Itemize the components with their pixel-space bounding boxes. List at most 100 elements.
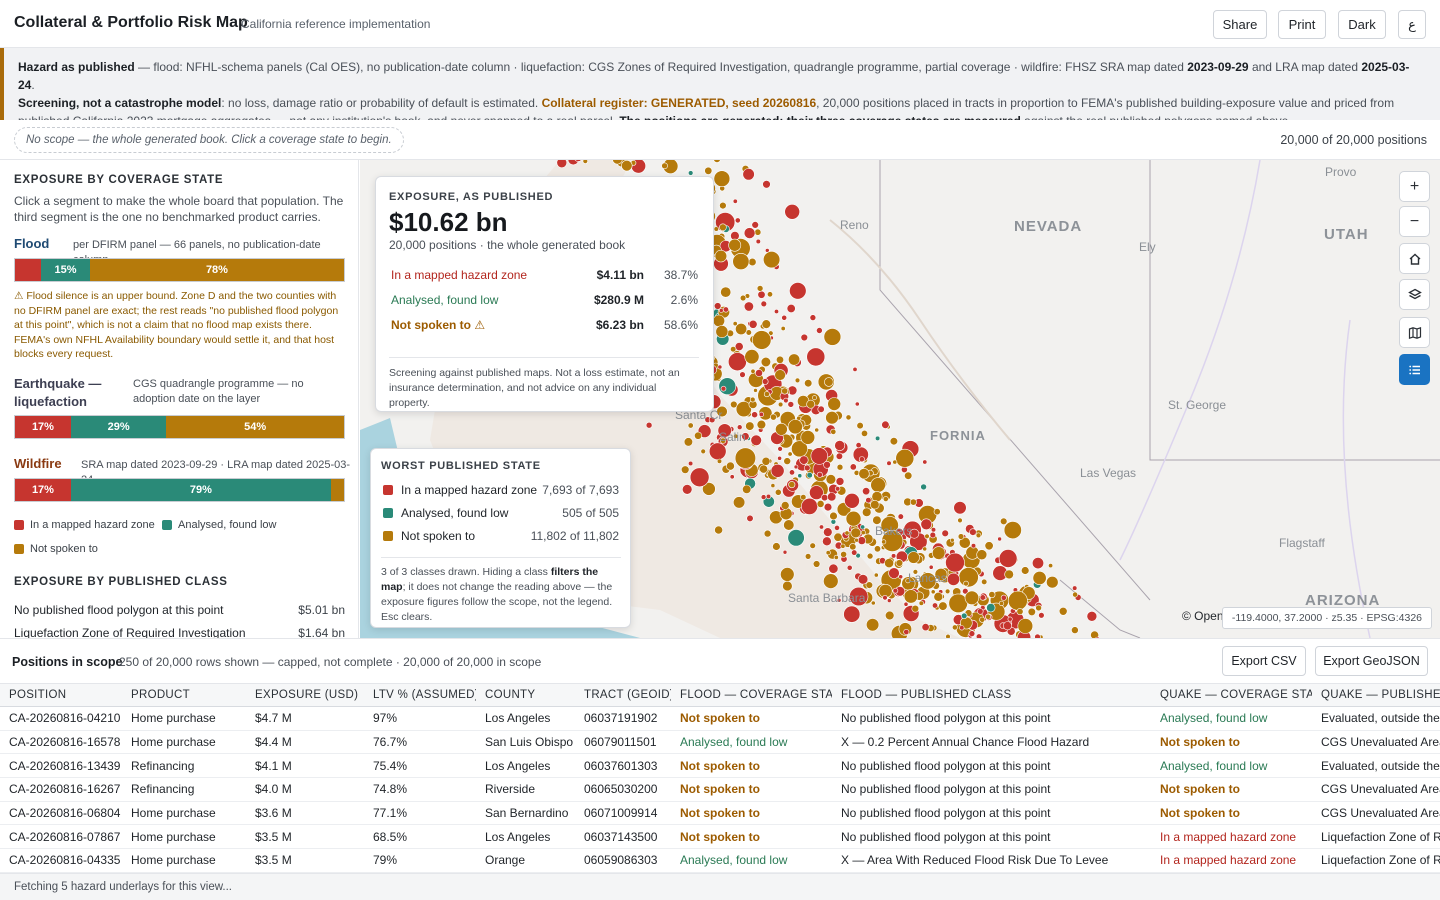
- position-marker[interactable]: [829, 511, 838, 521]
- position-marker[interactable]: [969, 528, 977, 536]
- position-marker[interactable]: [964, 590, 980, 605]
- position-marker[interactable]: [833, 554, 839, 560]
- position-marker[interactable]: [763, 391, 770, 398]
- position-marker[interactable]: [720, 437, 727, 444]
- table-row[interactable]: CA-20260816-13439 Refinancing $4.1 M 75.4% L…: [0, 753, 1440, 779]
- position-marker[interactable]: [816, 499, 825, 508]
- position-marker[interactable]: [823, 328, 842, 346]
- position-marker[interactable]: [756, 419, 767, 430]
- position-marker[interactable]: [1007, 616, 1013, 622]
- position-marker[interactable]: [736, 424, 743, 431]
- position-marker[interactable]: [979, 594, 986, 601]
- position-marker[interactable]: [750, 368, 756, 374]
- quake-segment-low[interactable]: 29%: [70, 416, 167, 438]
- position-marker[interactable]: [777, 446, 783, 452]
- position-marker[interactable]: [722, 306, 729, 313]
- position-marker[interactable]: [770, 463, 785, 478]
- position-marker[interactable]: [725, 461, 735, 471]
- position-marker[interactable]: [727, 352, 747, 372]
- position-marker[interactable]: [763, 529, 772, 538]
- position-marker[interactable]: [716, 458, 723, 464]
- position-marker[interactable]: [897, 513, 904, 520]
- position-marker[interactable]: [806, 347, 826, 367]
- position-marker[interactable]: [812, 560, 821, 568]
- position-marker[interactable]: [986, 603, 996, 613]
- position-marker[interactable]: [920, 483, 927, 491]
- position-marker[interactable]: [770, 483, 776, 488]
- position-marker[interactable]: [728, 238, 742, 252]
- position-marker[interactable]: [997, 536, 1002, 542]
- position-marker[interactable]: [694, 431, 703, 440]
- position-marker[interactable]: [753, 388, 758, 393]
- position-marker[interactable]: [784, 203, 801, 220]
- position-marker[interactable]: [930, 589, 936, 595]
- position-marker[interactable]: [754, 228, 762, 236]
- table-row[interactable]: CA-20260816-16578 Home purchase $4.4 M 76.7…: [0, 730, 1440, 755]
- position-marker[interactable]: [833, 532, 843, 542]
- position-marker[interactable]: [751, 411, 758, 419]
- exposure-row-low[interactable]: Analysed, found low $280.9 M 2.6%: [391, 293, 698, 307]
- position-marker[interactable]: [810, 447, 828, 465]
- position-marker[interactable]: [700, 448, 706, 455]
- position-marker[interactable]: [988, 591, 996, 599]
- position-marker[interactable]: [689, 467, 710, 488]
- position-marker[interactable]: [870, 500, 880, 510]
- column-header[interactable]: TRACT (GEOID): [575, 683, 671, 707]
- position-marker[interactable]: [840, 543, 846, 549]
- position-marker[interactable]: [858, 468, 870, 480]
- position-marker[interactable]: [845, 510, 862, 527]
- position-marker[interactable]: [975, 532, 982, 539]
- position-marker[interactable]: [903, 628, 910, 635]
- position-marker[interactable]: [732, 253, 750, 271]
- position-marker[interactable]: [687, 422, 694, 429]
- table-row[interactable]: CA-20260816-07867 Home purchase $3.5 M 68.5…: [0, 824, 1440, 850]
- position-marker[interactable]: [889, 437, 899, 446]
- position-marker[interactable]: [858, 456, 865, 463]
- position-marker[interactable]: [886, 598, 892, 603]
- position-marker[interactable]: [866, 552, 874, 560]
- position-marker[interactable]: [762, 180, 771, 189]
- position-marker[interactable]: [907, 551, 920, 564]
- position-marker[interactable]: [898, 574, 904, 580]
- position-marker[interactable]: [789, 282, 807, 300]
- position-marker[interactable]: [734, 447, 757, 469]
- position-marker[interactable]: [783, 457, 792, 465]
- position-marker[interactable]: [688, 460, 694, 467]
- position-marker[interactable]: [809, 485, 824, 500]
- worst-row-not-spoken[interactable]: Not spoken to 11,802 of 11,802: [383, 529, 619, 543]
- position-marker[interactable]: [855, 552, 861, 559]
- home-icon[interactable]: [1399, 243, 1430, 274]
- position-marker[interactable]: [739, 294, 747, 302]
- list-icon[interactable]: [1399, 354, 1430, 385]
- position-marker[interactable]: [803, 464, 811, 472]
- position-marker[interactable]: [715, 325, 729, 338]
- export-csv-button[interactable]: Export CSV: [1222, 646, 1306, 676]
- position-marker[interactable]: [816, 327, 823, 334]
- flood-segment-low[interactable]: 15%: [41, 259, 90, 281]
- position-marker[interactable]: [963, 580, 969, 587]
- position-marker[interactable]: [791, 440, 808, 458]
- position-marker[interactable]: [976, 549, 988, 561]
- share-button[interactable]: Share: [1213, 10, 1267, 39]
- position-marker[interactable]: [856, 422, 864, 430]
- zoom-out-button[interactable]: −: [1399, 206, 1430, 237]
- position-marker[interactable]: [938, 601, 948, 611]
- position-marker[interactable]: [816, 471, 823, 478]
- position-marker[interactable]: [688, 170, 694, 176]
- position-marker[interactable]: [1038, 612, 1045, 619]
- position-marker[interactable]: [934, 567, 948, 581]
- position-marker[interactable]: [1046, 576, 1059, 589]
- position-marker[interactable]: [708, 442, 727, 461]
- position-marker[interactable]: [645, 421, 653, 429]
- position-marker[interactable]: [788, 481, 796, 489]
- position-marker[interactable]: [957, 517, 963, 524]
- column-header[interactable]: LTV % (ASSUMED): [364, 683, 476, 707]
- position-marker[interactable]: [849, 463, 857, 471]
- position-marker[interactable]: [732, 198, 738, 204]
- position-marker[interactable]: [730, 346, 737, 353]
- position-marker[interactable]: [733, 496, 746, 509]
- position-marker[interactable]: [683, 437, 694, 447]
- position-marker[interactable]: [941, 529, 949, 537]
- position-marker[interactable]: [661, 162, 668, 170]
- position-marker[interactable]: [998, 600, 1005, 607]
